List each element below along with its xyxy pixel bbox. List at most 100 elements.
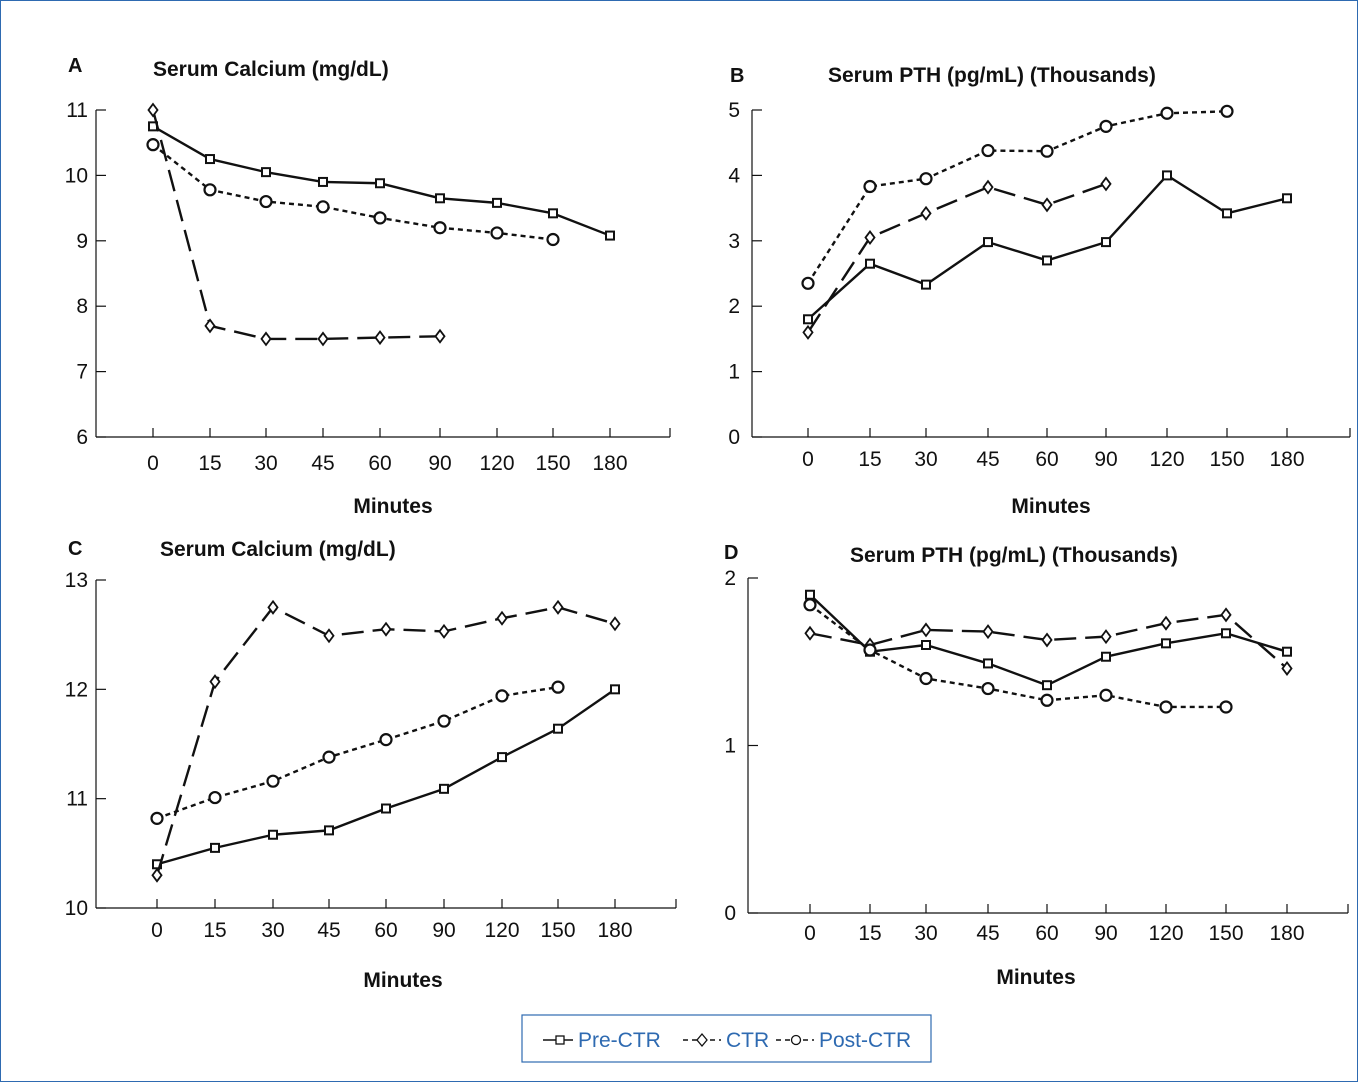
- panel-b-series-ctr-point: [920, 205, 932, 221]
- panel-d-series-post-ctr-point: [863, 643, 877, 657]
- panel-c-series-pre-ctr-point: [210, 842, 220, 853]
- panel-d-x-tick-label: 60: [1035, 922, 1058, 945]
- panel-d-series-ctr-point: [1281, 660, 1293, 676]
- panel-d-series-post-ctr-point: [981, 681, 995, 696]
- panel-b-x-tick-label: 180: [1269, 448, 1304, 471]
- panel-a-series-pre-ctr: [148, 121, 615, 241]
- panel-d-x-tick-label: 45: [976, 922, 999, 945]
- panel-a-y-tick-label: 9: [76, 230, 88, 253]
- panel-b-title: Serum PTH (pg/mL) (Thousands): [828, 64, 1156, 87]
- panel-d-series-post-ctr-point: [1099, 688, 1113, 702]
- panel-d-series-pre-ctr-point: [983, 658, 993, 669]
- panel-c-series-post-ctr-point: [495, 689, 509, 703]
- panel-a-x-tick-label: 150: [535, 452, 570, 475]
- legend-pre-ctr-label: Pre-CTR: [578, 1029, 661, 1052]
- panel-a-series-pre-ctr-point: [375, 178, 385, 189]
- panel-a-x-tick-label: 15: [198, 452, 221, 475]
- panel-c-x-axis-title: Minutes: [363, 969, 442, 992]
- panel-d-series-ctr: [804, 607, 1293, 676]
- panel-b-series-pre-ctr-point: [803, 314, 813, 325]
- panel-d-series-post-ctr-point: [1159, 700, 1173, 714]
- panel-b-series-pre-ctr-point: [865, 258, 875, 269]
- panel-d-series-pre-ctr-point: [805, 589, 815, 600]
- panel-b-x-tick-label: 90: [1094, 448, 1117, 471]
- panel-c-series-post-ctr-point: [437, 714, 451, 728]
- panel-a-series-ctr-point: [260, 331, 272, 347]
- legend-post-ctr-label: Post-CTR: [819, 1029, 911, 1052]
- panel-b-series-ctr: [802, 176, 1112, 340]
- panel-a-series-pre-ctr-point: [548, 208, 558, 219]
- panel-b-series-pre-ctr-line: [807, 174, 1288, 321]
- panel-a-series-post-ctr-point: [316, 200, 330, 214]
- panel-c-series-post-ctr-point: [551, 680, 565, 694]
- panel-a-series-pre-ctr-point: [261, 167, 271, 178]
- panel-b-series-pre-ctr-point: [1222, 208, 1232, 219]
- panel-a-y-tick-label: 10: [65, 164, 88, 187]
- panel-c-x-tick-label: 120: [484, 919, 519, 942]
- panel-b-series-pre-ctr-point: [1101, 237, 1111, 248]
- panel-c-series-ctr-point: [323, 628, 335, 644]
- panel-b-x-tick-label: 0: [802, 448, 814, 471]
- panel-b-series-post-ctr-point: [1160, 106, 1174, 120]
- panel-c-series-post-ctr-point: [150, 811, 164, 825]
- panel-c-series-ctr-point: [438, 623, 450, 639]
- panel-a-letter: A: [68, 55, 82, 77]
- panel-b-series-ctr-point: [982, 179, 994, 195]
- panel-b-y-tick-label: 4: [728, 164, 740, 187]
- panel-c-y-tick-label: 13: [65, 569, 88, 592]
- panel-a-series-post-ctr-line: [152, 143, 554, 241]
- panel-a-y-tick-label: 8: [76, 295, 88, 318]
- panel-c-series-ctr: [151, 599, 621, 883]
- panel-a-series-ctr-line: [151, 109, 441, 341]
- panel-a-series-post-ctr-point: [546, 232, 560, 247]
- panel-d-series-pre-ctr-point: [1042, 680, 1052, 691]
- panel-c-series-ctr-point: [267, 599, 279, 615]
- panel-c-x-tick-label: 60: [374, 919, 397, 942]
- panel-b-series-ctr-point: [1041, 197, 1053, 213]
- panel-d-series-post-ctr-line: [809, 603, 1226, 709]
- panel-b-series-post-ctr-point: [863, 179, 877, 194]
- panel-a-series-ctr-point: [317, 331, 329, 347]
- legend-post-ctr-marker: [790, 1034, 802, 1046]
- panel-d-series-ctr-line: [809, 613, 1288, 670]
- panel-b-series-pre-ctr-point: [921, 279, 931, 290]
- panel-d-series-post-ctr: [803, 598, 1233, 714]
- panel-a-series-pre-ctr-point: [435, 193, 445, 204]
- panel-d-y-tick-label: 0: [724, 902, 736, 925]
- panel-c-series-ctr-point: [151, 867, 163, 883]
- panel-b-series-post-ctr-point: [801, 276, 815, 290]
- panel-a-series-post-ctr-point: [373, 211, 387, 225]
- panel-d-series-ctr-point: [1160, 615, 1172, 631]
- panel-b-x-tick-label: 150: [1209, 448, 1244, 471]
- legend-ctr-marker: [696, 1032, 708, 1048]
- panel-a-series-ctr-point: [204, 318, 216, 334]
- panel-c-x-tick-label: 180: [597, 919, 632, 942]
- panel-c-series-ctr-point: [209, 674, 221, 690]
- panel-a-series-pre-ctr-point: [492, 197, 502, 208]
- panel-a-series-post-ctr-point: [259, 194, 273, 209]
- panel-c-y-tick-label: 11: [66, 788, 88, 811]
- panel-a-series-post-ctr-point: [490, 226, 504, 240]
- panel-a-series-pre-ctr-point: [605, 230, 615, 241]
- panel-c-y-tick-label: 10: [65, 897, 88, 920]
- panel-c-series-ctr-point: [380, 621, 392, 637]
- panel-b-series-pre-ctr-point: [983, 237, 993, 248]
- panel-c-series-post-ctr-point: [379, 733, 393, 747]
- panel-c-series-pre-ctr: [152, 684, 620, 870]
- panel-c-series-pre-ctr-point: [324, 825, 334, 836]
- panel-d-series-pre-ctr-point: [1221, 628, 1231, 639]
- panel-c-x-tick-label: 30: [261, 919, 284, 942]
- panel-d-series-ctr-point: [1100, 629, 1112, 645]
- panel-d-series-ctr-point: [920, 622, 932, 638]
- panel-b-y-tick-label: 3: [728, 230, 740, 253]
- panel-d-x-tick-label: 150: [1208, 922, 1243, 945]
- panel-c-x-tick-label: 150: [540, 919, 575, 942]
- panel-b-series-post-ctr-point: [1099, 119, 1113, 133]
- panel-a-x-tick-label: 0: [147, 452, 159, 475]
- panel-c-series-post-ctr-point: [322, 750, 336, 764]
- panel-d-series-ctr-point: [1041, 632, 1053, 648]
- panel-d-x-tick-label: 120: [1148, 922, 1183, 945]
- panel-b-y-tick-label: 2: [728, 295, 740, 318]
- panel-c-x-tick-label: 45: [317, 919, 340, 942]
